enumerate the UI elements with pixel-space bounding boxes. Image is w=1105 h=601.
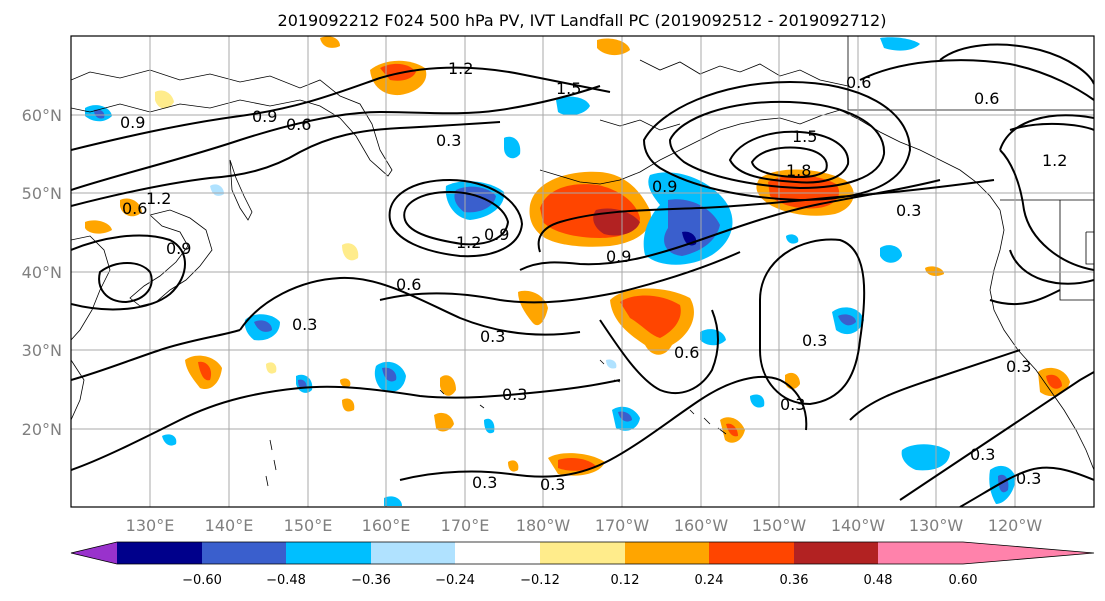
- contour-label: 1.8: [786, 161, 811, 180]
- colorbar-tick-label: −0.24: [435, 573, 475, 588]
- map-frame: [70, 35, 1095, 508]
- colorbar-tick-label: 0.12: [611, 573, 640, 588]
- pv-contours: [71, 43, 1094, 507]
- ivt-negative-shading: [85, 37, 1016, 506]
- longitude-labels: 130°E 140°E 150°E 160°E 170°E 180°W 170°…: [126, 516, 1043, 535]
- lon-label: 150°W: [752, 516, 807, 535]
- colorbar-tick-label: 0.24: [695, 573, 724, 588]
- figure-title: 2019092212 F024 500 hPa PV, IVT Landfall…: [278, 11, 887, 30]
- lon-label: 160°E: [362, 516, 411, 535]
- contour-label: 0.3: [540, 475, 565, 494]
- colorbar-segment: [286, 542, 371, 564]
- contour-label: 0.3: [480, 327, 505, 346]
- colorbar-tick-label: 0.48: [864, 573, 893, 588]
- latitude-labels: 60°N 50°N 40°N 30°N 20°N: [22, 106, 62, 439]
- colorbar-segment: [455, 542, 540, 564]
- contour-label: 0.3: [1006, 357, 1031, 376]
- coastlines: [71, 36, 1094, 487]
- contour-label: 0.3: [436, 131, 461, 150]
- contour-label: 0.6: [846, 73, 871, 92]
- colorbar: −0.60 −0.48 −0.36 −0.24 −0.12 0.12 0.24 …: [70, 541, 1095, 588]
- colorbar-tick-label: −0.60: [182, 573, 222, 588]
- lon-label: 170°W: [595, 516, 650, 535]
- contour-labels: 1.2 0.9 1.5 0.6 0.9 0.6 0.3 1.2 0.9 0.6 …: [120, 59, 1067, 494]
- contour-label: 0.9: [252, 107, 277, 126]
- contour-label: 1.5: [556, 79, 581, 98]
- contour-label: 0.9: [606, 247, 631, 266]
- contour-label: 1.2: [448, 59, 473, 78]
- contour-label: 0.9: [166, 239, 191, 258]
- contour-label: 0.9: [484, 225, 509, 244]
- lon-label: 150°E: [284, 516, 333, 535]
- contour-label: 0.9: [652, 177, 677, 196]
- contour-label: 1.2: [456, 233, 481, 252]
- contour-label: 1.2: [1042, 151, 1067, 170]
- lon-label: 130°E: [126, 516, 175, 535]
- lon-label: 120°W: [988, 516, 1043, 535]
- colorbar-segment: [794, 542, 878, 564]
- colorbar-segment: [117, 542, 202, 564]
- contour-label: 0.3: [472, 473, 497, 492]
- contour-label: 0.3: [502, 385, 527, 404]
- contour-label: 0.6: [674, 343, 699, 362]
- colorbar-tick-label: −0.36: [351, 573, 391, 588]
- colorbar-extend-min: [71, 542, 117, 564]
- contour-label: 0.6: [396, 275, 421, 294]
- map-panel: 1.2 0.9 1.5 0.6 0.9 0.6 0.3 1.2 0.9 0.6 …: [71, 36, 1094, 507]
- contour-label: 1.2: [146, 189, 171, 208]
- contour-label: 0.3: [970, 445, 995, 464]
- contour-label: 0.9: [120, 113, 145, 132]
- lon-label: 130°W: [909, 516, 964, 535]
- colorbar-outline: [70, 541, 1095, 565]
- contour-label: 0.3: [780, 395, 805, 414]
- colorbar-segment: [540, 542, 625, 564]
- contour-label: 0.3: [1016, 469, 1041, 488]
- contour-label: 0.6: [122, 199, 147, 218]
- lat-label: 20°N: [22, 420, 62, 439]
- lat-label: 60°N: [22, 106, 62, 125]
- lon-label: 180°W: [516, 516, 571, 535]
- lat-label: 50°N: [22, 184, 62, 203]
- contour-label: 0.6: [286, 115, 311, 134]
- contour-label: 0.3: [896, 201, 921, 220]
- colorbar-segment: [709, 542, 794, 564]
- colorbar-segment: [371, 542, 455, 564]
- contour-label: 1.5: [792, 127, 817, 146]
- lon-label: 140°E: [205, 516, 254, 535]
- lon-label: 160°W: [674, 516, 729, 535]
- colorbar-segment: [625, 542, 709, 564]
- colorbar-segment: [878, 542, 963, 564]
- lon-label: 140°W: [831, 516, 886, 535]
- lat-label: 30°N: [22, 341, 62, 360]
- lon-label: 170°E: [441, 516, 490, 535]
- colorbar-segment: [202, 542, 286, 564]
- colorbar-tick-label: 0.60: [949, 573, 978, 588]
- colorbar-extend-max: [963, 542, 1094, 564]
- colorbar-tick-label: −0.12: [520, 573, 560, 588]
- colorbar-tick-label: −0.48: [266, 573, 306, 588]
- contour-label: 0.3: [802, 331, 827, 350]
- colorbar-tick-label: 0.36: [780, 573, 809, 588]
- contour-label: 0.6: [974, 89, 999, 108]
- contour-label: 0.3: [292, 315, 317, 334]
- lat-label: 40°N: [22, 263, 62, 282]
